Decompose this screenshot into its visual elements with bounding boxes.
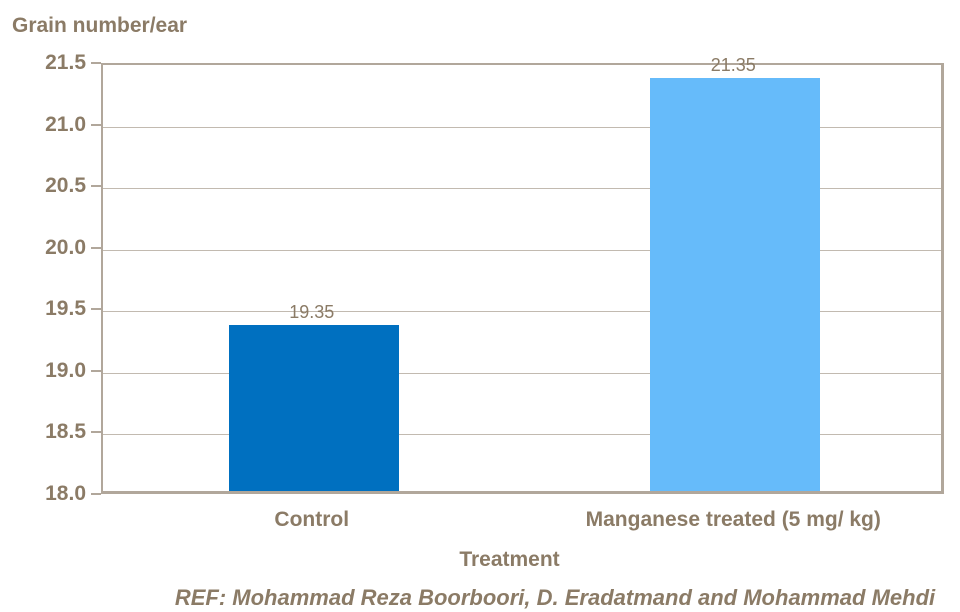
gridline xyxy=(103,434,941,436)
y-tick-mark xyxy=(91,369,101,372)
x-axis-title: Treatment xyxy=(459,548,560,571)
gridline xyxy=(103,249,941,251)
y-tick-mark xyxy=(91,493,101,495)
bar-control xyxy=(228,324,399,491)
y-tick-label: 18.0 xyxy=(45,482,86,505)
y-tick-label: 19.5 xyxy=(45,297,86,321)
gridline xyxy=(103,372,941,374)
y-tick-mark xyxy=(91,185,101,188)
y-tick-mark xyxy=(91,246,101,249)
y-tick-mark xyxy=(91,431,101,434)
y-tick-label: 18.5 xyxy=(45,420,86,444)
y-tick-label: 21.0 xyxy=(45,112,86,136)
y-tick-label: 21.5 xyxy=(45,51,86,74)
gridline xyxy=(103,188,941,190)
bar-value-label: 19.35 xyxy=(289,301,335,322)
y-tick-label: 20.5 xyxy=(45,174,86,198)
gridline xyxy=(103,311,941,313)
chart-title: Grain number/ear xyxy=(12,14,188,37)
bar-manganese-treated-5-mg-kg xyxy=(650,78,821,491)
x-category-label: Manganese treated (5 mg/ kg) xyxy=(585,508,881,531)
y-tick-mark xyxy=(91,308,101,311)
gridline xyxy=(103,126,941,128)
x-category-labels: Control Manganese treated (5 mg/ kg) xyxy=(101,508,944,532)
y-tick-label: 20.0 xyxy=(45,235,86,259)
plot-area xyxy=(101,63,944,494)
y-tick-label: 19.0 xyxy=(45,358,86,382)
reference-citation: REF: Mohammad Reza Boorboori, D. Eradatm… xyxy=(174,585,936,610)
x-category-label: Control xyxy=(274,508,350,531)
bar-value-label: 21.35 xyxy=(710,55,756,76)
y-tick-mark xyxy=(91,123,101,126)
y-tick-mark xyxy=(91,62,101,64)
